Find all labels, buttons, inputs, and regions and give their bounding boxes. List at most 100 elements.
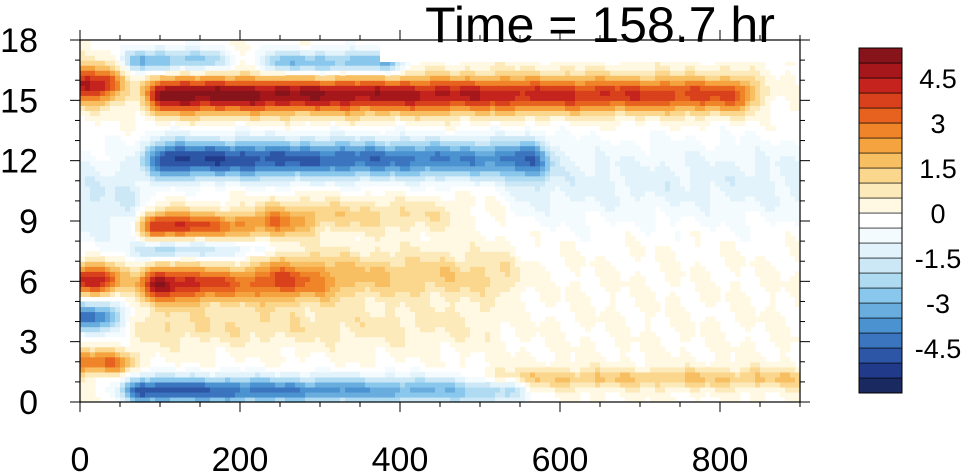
heatmap-cell: [760, 276, 766, 282]
heatmap-cell: [300, 195, 306, 202]
heatmap-cell: [725, 386, 731, 393]
heatmap-cell: [610, 185, 616, 192]
heatmap-cell: [145, 231, 151, 237]
heatmap-cell: [480, 326, 486, 333]
heatmap-cell: [175, 386, 181, 393]
heatmap-cell: [340, 376, 346, 383]
heatmap-cell: [275, 175, 281, 182]
heatmap-cell: [325, 381, 331, 388]
heatmap-cell: [295, 306, 301, 313]
heatmap-cell: [365, 306, 371, 313]
heatmap-cell: [675, 386, 681, 393]
heatmap-cell: [660, 386, 666, 393]
heatmap-cell: [250, 326, 256, 333]
heatmap-cell: [145, 371, 151, 378]
heatmap-cell: [415, 256, 421, 262]
heatmap-cell: [420, 391, 426, 398]
heatmap-cell: [630, 200, 636, 207]
heatmap-cell: [655, 381, 661, 388]
heatmap-cell: [110, 185, 116, 192]
heatmap-cell: [300, 190, 306, 197]
heatmap-cell: [125, 386, 131, 393]
heatmap-cell: [490, 356, 496, 363]
heatmap-cell: [135, 271, 141, 277]
heatmap-cell: [550, 321, 556, 328]
heatmap-cell: [500, 376, 506, 383]
heatmap-cell: [245, 276, 251, 282]
heatmap-cell: [440, 381, 446, 388]
heatmap-cell: [330, 195, 336, 202]
heatmap-cell: [160, 381, 166, 388]
heatmap-cell: [535, 205, 541, 212]
heatmap-cell: [165, 336, 171, 343]
heatmap-cell: [775, 361, 781, 368]
heatmap-cell: [200, 396, 206, 403]
heatmap-cell: [525, 271, 531, 277]
heatmap-cell: [440, 231, 446, 237]
heatmap-cell: [735, 210, 741, 217]
heatmap-cell: [350, 226, 356, 232]
heatmap-cell: [130, 210, 136, 217]
heatmap-cell: [265, 231, 271, 237]
heatmap-cell: [315, 266, 321, 272]
heatmap-cell: [490, 366, 496, 373]
heatmap-cell: [465, 231, 471, 237]
heatmap-cell: [675, 321, 681, 328]
heatmap-cell: [180, 326, 186, 333]
heatmap-cell: [105, 371, 111, 378]
heatmap-cell: [420, 226, 426, 232]
heatmap-cell: [710, 281, 716, 287]
heatmap-cell: [120, 346, 126, 353]
heatmap-cell: [345, 271, 351, 277]
heatmap-cell: [655, 376, 661, 383]
heatmap-cell: [255, 296, 261, 303]
heatmap-cell: [590, 321, 596, 328]
heatmap-cell: [275, 356, 281, 363]
heatmap-cell: [285, 291, 291, 298]
heatmap-cell: [570, 251, 576, 257]
heatmap-cell: [150, 205, 156, 212]
heatmap-cell: [635, 336, 641, 343]
heatmap-cell: [225, 231, 231, 237]
heatmap-cell: [90, 341, 96, 348]
heatmap-cell: [165, 346, 171, 353]
heatmap-cell: [455, 190, 461, 197]
heatmap-cell: [430, 386, 436, 393]
heatmap-cell: [190, 356, 196, 363]
heatmap-cell: [420, 356, 426, 363]
heatmap-cell: [420, 311, 426, 318]
heatmap-cell: [775, 341, 781, 348]
heatmap-cell: [570, 366, 576, 373]
heatmap-cell: [345, 316, 351, 323]
heatmap-cell: [530, 276, 536, 282]
heatmap-cell: [695, 366, 701, 373]
heatmap-cell: [270, 391, 276, 398]
heatmap-cell: [630, 210, 636, 217]
heatmap-cell: [460, 316, 466, 323]
heatmap-cell: [780, 381, 786, 388]
heatmap-cell: [555, 195, 561, 202]
heatmap-cell: [545, 301, 551, 308]
heatmap-cell: [455, 291, 461, 298]
heatmap-cell: [280, 316, 286, 323]
heatmap-cell: [495, 346, 501, 353]
heatmap-cell: [160, 306, 166, 313]
heatmap-cell: [380, 301, 386, 308]
heatmap-cell: [120, 386, 126, 393]
heatmap-cell: [215, 336, 221, 343]
heatmap-cell: [190, 251, 196, 257]
heatmap-cell: [385, 376, 391, 383]
heatmap-cell: [395, 291, 401, 298]
heatmap-cell: [795, 286, 801, 292]
heatmap-cell: [520, 200, 526, 207]
heatmap-cell: [105, 180, 111, 187]
heatmap-cell: [90, 256, 96, 262]
heatmap-cell: [230, 195, 236, 202]
heatmap-cell: [180, 316, 186, 323]
heatmap-cell: [665, 296, 671, 303]
heatmap-cell: [450, 316, 456, 323]
heatmap-cell: [290, 301, 296, 308]
heatmap-cell: [85, 221, 91, 227]
heatmap-cell: [415, 326, 421, 333]
heatmap-cell: [415, 226, 421, 232]
